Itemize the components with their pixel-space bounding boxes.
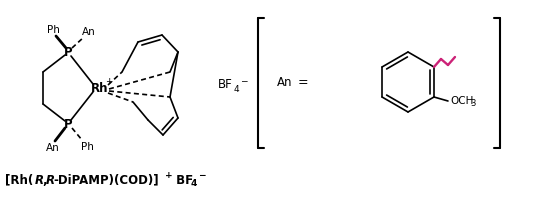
- Text: −: −: [198, 171, 206, 180]
- Text: +: +: [165, 171, 173, 180]
- Text: 4: 4: [234, 84, 240, 93]
- Text: R: R: [46, 173, 55, 186]
- Text: OCH: OCH: [450, 96, 474, 106]
- Text: ,: ,: [42, 173, 47, 186]
- Text: [Rh(: [Rh(: [5, 173, 33, 186]
- Text: P: P: [64, 45, 72, 59]
- Text: =: =: [298, 76, 309, 90]
- Text: −: −: [240, 76, 248, 85]
- Text: An: An: [46, 143, 60, 153]
- Text: BF: BF: [172, 173, 193, 186]
- Text: 3: 3: [470, 100, 475, 109]
- Text: +: +: [105, 76, 113, 85]
- Text: Rh: Rh: [91, 82, 109, 94]
- Text: R: R: [35, 173, 44, 186]
- Text: Ph: Ph: [80, 142, 94, 152]
- Text: P: P: [64, 118, 72, 131]
- Text: An: An: [82, 27, 96, 37]
- Text: 4: 4: [191, 180, 197, 188]
- Text: BF: BF: [218, 79, 233, 92]
- Text: Ph: Ph: [47, 25, 59, 35]
- Text: An: An: [277, 76, 293, 90]
- Text: -DiPAMP)(COD)]: -DiPAMP)(COD)]: [53, 173, 158, 186]
